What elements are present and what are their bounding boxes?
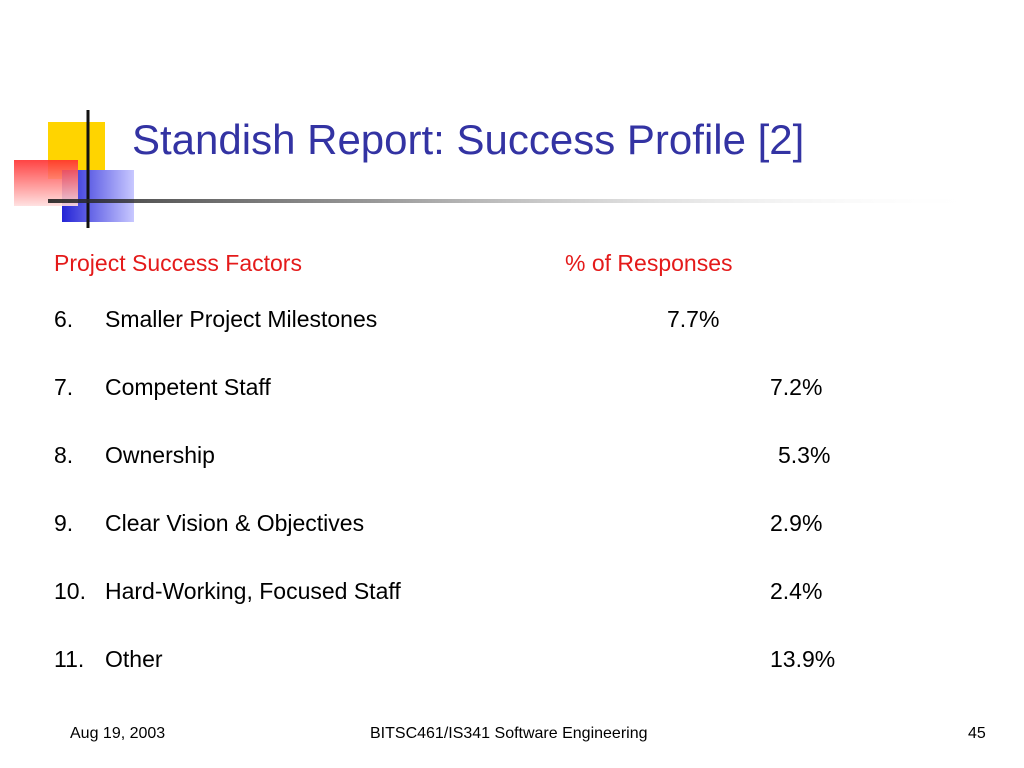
item-percent: 13.9% bbox=[770, 646, 836, 672]
item-number: 6. bbox=[54, 306, 74, 332]
list-item: 9. Clear Vision & Objectives 2.9% bbox=[0, 507, 1024, 539]
item-number: 7. bbox=[54, 374, 74, 400]
item-number: 8. bbox=[54, 442, 74, 468]
item-number: 10. bbox=[54, 578, 86, 604]
factors-column-header: Project Success Factors bbox=[54, 250, 302, 276]
item-number: 9. bbox=[54, 510, 74, 536]
footer-page-number: 45 bbox=[968, 725, 986, 742]
footer-date: Aug 19, 2003 bbox=[70, 725, 166, 742]
item-label: Hard-Working, Focused Staff bbox=[105, 578, 401, 604]
item-percent: 2.4% bbox=[770, 578, 823, 604]
item-percent: 7.2% bbox=[770, 374, 823, 400]
item-label: Ownership bbox=[105, 442, 215, 468]
list-item: 10. Hard-Working, Focused Staff 2.4% bbox=[0, 575, 1024, 607]
percent-column-header: % of Responses bbox=[565, 250, 733, 276]
list-item: 11. Other 13.9% bbox=[0, 643, 1024, 675]
footer-course-title: BITSC461/IS341 Software Engineering bbox=[370, 725, 648, 742]
item-label: Other bbox=[105, 646, 163, 672]
list-item: 8. Ownership 5.3% bbox=[0, 439, 1024, 471]
item-percent: 5.3% bbox=[778, 442, 831, 468]
title-underline bbox=[48, 199, 988, 203]
item-number: 11. bbox=[54, 646, 85, 672]
title-decoration bbox=[14, 110, 988, 228]
list-item: 6. Smaller Project Milestones 7.7% bbox=[0, 303, 1024, 335]
list-item: 7. Competent Staff 7.2% bbox=[0, 371, 1024, 403]
red-square bbox=[14, 160, 78, 206]
table-header: Project Success Factors % of Responses bbox=[0, 248, 1024, 278]
item-label: Smaller Project Milestones bbox=[105, 306, 378, 332]
slide-title: Standish Report: Success Profile [2] bbox=[132, 116, 805, 163]
item-label: Clear Vision & Objectives bbox=[105, 510, 365, 536]
item-percent: 2.9% bbox=[770, 510, 823, 536]
item-percent: 7.7% bbox=[667, 306, 720, 332]
item-label: Competent Staff bbox=[105, 374, 271, 400]
